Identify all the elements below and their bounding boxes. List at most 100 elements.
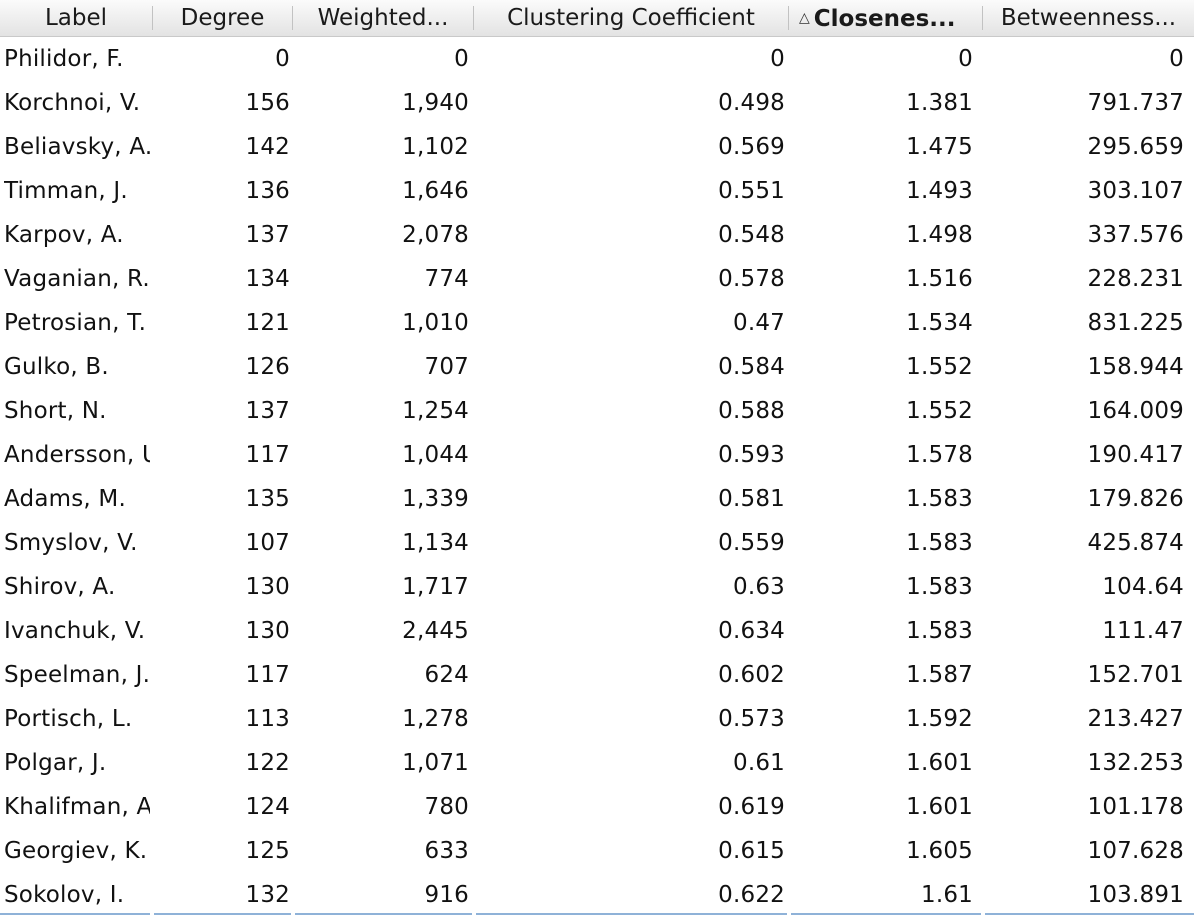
cell-degree: 117	[245, 662, 290, 688]
column-header-closeness[interactable]: △ Closenes...	[789, 0, 982, 36]
table-row[interactable]: Andersson, U. 117 1,044 0.593 1.578 190.417	[0, 433, 1194, 477]
table-row[interactable]: Khalifman, A. 124 780 0.619 1.601 101.178	[0, 785, 1194, 829]
column-title: Betweenness...	[1000, 5, 1177, 31]
cell-clustering: 0.569	[718, 134, 785, 160]
cell-betweenness: 104.64	[1102, 574, 1184, 600]
cell-betweenness: 103.891	[1087, 882, 1184, 908]
column-title: Label	[44, 5, 108, 31]
table-row[interactable]: Petrosian, T. 121 1,010 0.47 1.534 831.225	[0, 301, 1194, 345]
cell-degree: 130	[245, 618, 290, 644]
cell-weighted: 780	[424, 794, 469, 820]
table-row[interactable]: Karpov, A. 137 2,078 0.548 1.498 337.576	[0, 213, 1194, 257]
cell-label: Portisch, L.	[4, 706, 133, 732]
cell-clustering: 0.559	[718, 530, 785, 556]
table-row[interactable]: Korchnoi, V. 156 1,940 0.498 1.381 791.737	[0, 81, 1194, 125]
column-header-degree[interactable]: Degree	[153, 0, 292, 36]
column-divider[interactable]	[788, 6, 789, 30]
cell-clustering: 0.634	[718, 618, 785, 644]
table-row[interactable]: Adams, M. 135 1,339 0.581 1.583 179.826	[0, 477, 1194, 521]
table-row[interactable]: Philidor, F. 0 0 0 0 0	[0, 37, 1194, 81]
cell-clustering: 0.581	[718, 486, 785, 512]
table-row[interactable]: Portisch, L. 113 1,278 0.573 1.592 213.427	[0, 697, 1194, 741]
cell-label: Ivanchuk, V.	[4, 618, 146, 644]
cell-clustering: 0.61	[732, 750, 785, 776]
cell-closeness: 1.475	[906, 134, 973, 160]
cell-betweenness: 179.826	[1087, 486, 1184, 512]
cell-degree: 132	[245, 882, 290, 908]
cell-closeness: 1.601	[906, 794, 973, 820]
cell-clustering: 0.622	[718, 882, 785, 908]
cell-betweenness: 425.874	[1087, 530, 1184, 556]
cell-degree: 136	[245, 178, 290, 204]
cell-label: Sokolov, I.	[4, 882, 125, 908]
cell-weighted: 2,445	[402, 618, 469, 644]
cell-closeness: 1.61	[920, 882, 973, 908]
cell-closeness: 1.601	[906, 750, 973, 776]
column-divider[interactable]	[982, 6, 983, 30]
column-header-label[interactable]: Label	[0, 0, 152, 36]
cell-degree: 135	[245, 486, 290, 512]
cell-clustering: 0.584	[718, 354, 785, 380]
cell-label: Speelman, J.	[4, 662, 150, 688]
cell-betweenness: 132.253	[1087, 750, 1184, 776]
column-title: Closenes...	[813, 6, 956, 32]
cell-weighted: 1,646	[402, 178, 469, 204]
cell-weighted: 0	[454, 46, 469, 72]
sort-ascending-icon: △	[799, 10, 810, 26]
cell-label: Andersson, U.	[4, 442, 150, 468]
cell-betweenness: 831.225	[1087, 310, 1184, 336]
cell-degree: 137	[245, 222, 290, 248]
cell-label: Georgiev, K.	[4, 838, 148, 864]
cell-weighted: 1,940	[402, 90, 469, 116]
column-divider[interactable]	[152, 6, 153, 30]
table-bottom-border	[0, 913, 1194, 915]
cell-label: Korchnoi, V.	[4, 90, 141, 116]
cell-weighted: 774	[424, 266, 469, 292]
table-row[interactable]: Polgar, J. 122 1,071 0.61 1.601 132.253	[0, 741, 1194, 785]
cell-label: Gulko, B.	[4, 354, 109, 380]
table-row[interactable]: Ivanchuk, V. 130 2,445 0.634 1.583 111.47	[0, 609, 1194, 653]
cell-weighted: 1,010	[402, 310, 469, 336]
table-row[interactable]: Timman, J. 136 1,646 0.551 1.493 303.107	[0, 169, 1194, 213]
cell-weighted: 916	[424, 882, 469, 908]
cell-weighted: 2,078	[402, 222, 469, 248]
column-divider[interactable]	[473, 6, 474, 30]
cell-label: Short, N.	[4, 398, 107, 424]
table-row[interactable]: Smyslov, V. 107 1,134 0.559 1.583 425.874	[0, 521, 1194, 565]
cell-degree: 130	[245, 574, 290, 600]
cell-closeness: 1.583	[906, 530, 973, 556]
table-row[interactable]: Shirov, A. 130 1,717 0.63 1.583 104.64	[0, 565, 1194, 609]
cell-label: Timman, J.	[4, 178, 128, 204]
cell-betweenness: 791.737	[1087, 90, 1184, 116]
column-title: Clustering Coefficient	[507, 5, 755, 31]
table-row[interactable]: Vaganian, R. 134 774 0.578 1.516 228.231	[0, 257, 1194, 301]
cell-label: Philidor, F.	[4, 46, 124, 72]
table-row[interactable]: Sokolov, I. 132 916 0.622 1.61 103.891	[0, 873, 1194, 917]
table-row[interactable]: Beliavsky, A. 142 1,102 0.569 1.475 295.659	[0, 125, 1194, 169]
column-header-betweenness[interactable]: Betweenness...	[983, 0, 1194, 36]
table-row[interactable]: Short, N. 137 1,254 0.588 1.552 164.009	[0, 389, 1194, 433]
cell-clustering: 0.47	[732, 310, 785, 336]
cell-weighted: 1,339	[402, 486, 469, 512]
table-row[interactable]: Speelman, J. 117 624 0.602 1.587 152.701	[0, 653, 1194, 697]
cell-label: Karpov, A.	[4, 222, 124, 248]
cell-degree: 126	[245, 354, 290, 380]
column-header-clustering[interactable]: Clustering Coefficient	[474, 0, 788, 36]
table-row[interactable]: Gulko, B. 126 707 0.584 1.552 158.944	[0, 345, 1194, 389]
cell-label: Khalifman, A.	[4, 794, 150, 820]
cell-label: Smyslov, V.	[4, 530, 138, 556]
cell-degree: 125	[245, 838, 290, 864]
cell-betweenness: 0	[1169, 46, 1184, 72]
cell-clustering: 0.498	[718, 90, 785, 116]
cell-clustering: 0.63	[732, 574, 785, 600]
column-header-weighted[interactable]: Weighted...	[293, 0, 473, 36]
cell-weighted: 1,254	[402, 398, 469, 424]
cell-degree: 0	[275, 46, 290, 72]
cell-weighted: 1,071	[402, 750, 469, 776]
cell-weighted: 1,102	[402, 134, 469, 160]
cell-closeness: 1.381	[906, 90, 973, 116]
cell-label: Petrosian, T.	[4, 310, 147, 336]
table-row[interactable]: Georgiev, K. 125 633 0.615 1.605 107.628	[0, 829, 1194, 873]
cell-weighted: 633	[424, 838, 469, 864]
column-divider[interactable]	[292, 6, 293, 30]
